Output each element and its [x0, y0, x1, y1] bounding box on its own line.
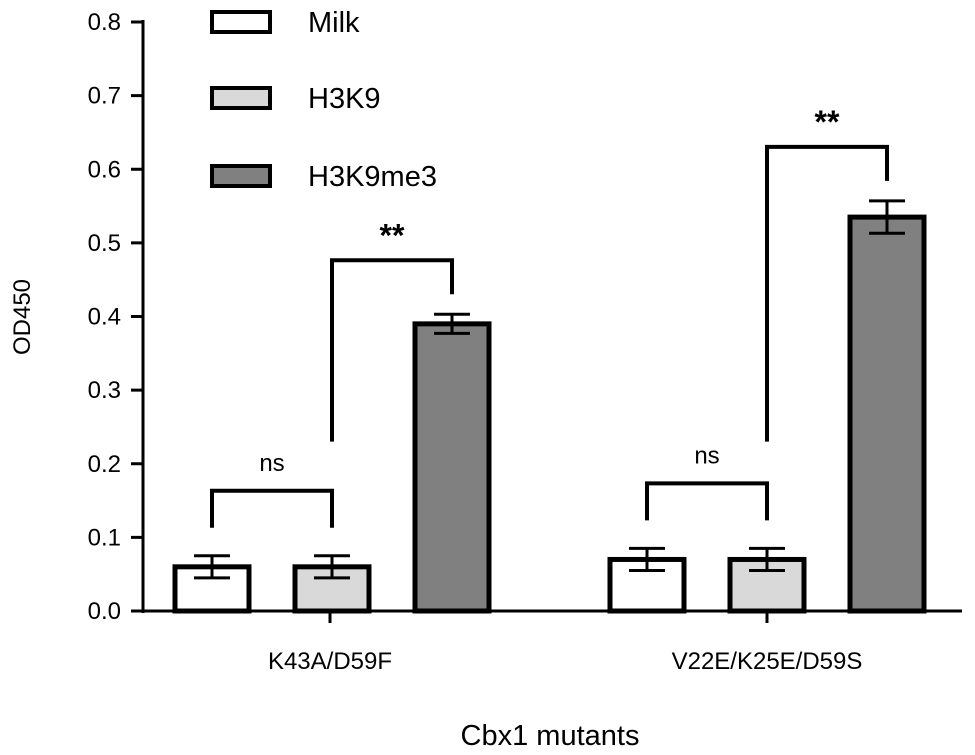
bar — [412, 321, 492, 614]
legend-swatch — [210, 164, 272, 188]
significance-label: ns — [259, 450, 284, 477]
significance-bracket — [330, 258, 454, 442]
significance-label: ns — [694, 442, 719, 469]
y-tick-label: 0.5 — [88, 230, 121, 257]
y-tick-label: 0.7 — [88, 83, 121, 110]
significance-bracket — [645, 481, 769, 521]
y-tick-label: 0.8 — [88, 9, 121, 36]
significance-bracket — [210, 488, 334, 528]
significance-bracket — [765, 144, 889, 442]
y-tick-label: 0.0 — [88, 598, 121, 625]
y-axis-title: OD450 — [9, 279, 36, 355]
x-axis-title: Cbx1 mutants — [461, 720, 640, 752]
legend-label: H3K9me3 — [308, 161, 437, 193]
significance-label: ** — [815, 104, 840, 140]
bar — [847, 214, 927, 614]
x-tick-label: V22E/K25E/D59S — [672, 648, 863, 675]
legend-swatch — [210, 10, 272, 34]
legend-swatch — [210, 86, 272, 110]
legend-label: Milk — [308, 7, 360, 39]
x-tick-label: K43A/D59F — [268, 648, 392, 675]
y-tick-label: 0.2 — [88, 451, 121, 478]
y-tick-label: 0.4 — [88, 304, 121, 331]
y-tick-label: 0.6 — [88, 156, 121, 183]
y-tick-label: 0.3 — [88, 377, 121, 404]
legend-label: H3K9 — [308, 83, 381, 115]
y-tick-label: 0.1 — [88, 524, 121, 551]
significance-label: ** — [380, 217, 405, 253]
